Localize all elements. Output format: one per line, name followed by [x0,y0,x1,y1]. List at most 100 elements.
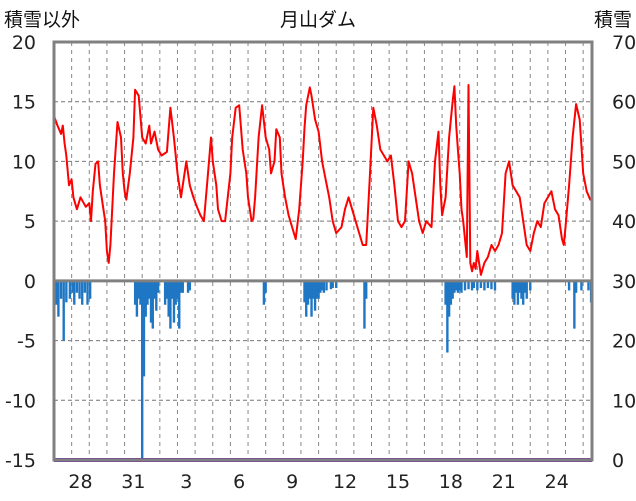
precip-bar [446,280,449,353]
precip-bar [520,280,523,299]
precip-bar [262,280,266,305]
precip-bar [59,280,63,299]
right-tick-label: 50 [612,151,636,173]
precip-bar [522,280,525,305]
precip-bar [476,280,479,291]
precip-bar [133,280,137,305]
precip-bar [444,280,447,305]
precip-bar [165,280,169,299]
precip-bar [153,280,156,299]
axes-layer [52,40,594,462]
precip-bar [529,280,532,291]
precip-bar [305,280,308,317]
precip-bar [146,280,149,305]
x-tick-label: 12 [333,471,357,493]
precip-bar [460,280,463,293]
precip-bar [514,280,518,293]
precip-bar [331,280,334,289]
precip-bar [169,280,172,329]
precip-bar [155,280,158,311]
precip-bar [317,280,320,299]
left-tick-label: -5 [17,331,36,353]
temperature-line [53,84,593,276]
precip-bar [449,280,453,305]
precip-bar [319,280,322,293]
precip-bar [142,280,146,377]
precip-bar [83,280,87,293]
precip-bar [472,280,476,289]
precip-bar [567,280,571,291]
precip-bar [167,280,170,317]
precip-bar [73,280,76,305]
x-tick-labels: 28 31 3 6 9 12 15 18 21 24 [68,471,568,493]
precip-bar [587,280,590,291]
precip-bar [325,280,328,291]
left-axis-label: 積雪以外 [4,9,80,31]
precip-bar [486,280,490,289]
precip-bar [75,280,79,293]
precip-bar [493,280,497,291]
precip-bar [55,280,58,305]
x-tick-label: 31 [121,471,145,493]
left-tick-label: -10 [5,390,36,412]
precip-bar [264,280,267,293]
x-tick-label: 9 [286,471,298,493]
precip-bar [456,280,460,293]
precip-bar [137,280,140,299]
precip-bar [174,280,177,305]
right-axis-label: 積雪 [594,9,632,31]
x-tick-label: 21 [492,471,516,493]
x-tick-label: 3 [180,471,192,493]
precip-bar [511,280,514,299]
left-tick-label: -15 [5,450,36,472]
right-tick-label: 20 [612,331,636,353]
precip-bar [573,280,576,329]
right-tick-label: 10 [612,390,636,412]
right-tick-label: 40 [612,211,636,233]
precip-bar [170,280,174,299]
precip-bar [62,280,65,341]
x-tick-label: 28 [68,471,92,493]
precip-bar [329,280,333,290]
precip-bar [178,280,181,329]
bar-series [55,280,593,460]
precip-bar [81,280,84,305]
precip-bar [310,280,313,317]
left-tick-label: 5 [24,211,36,233]
left-tick-label: 0 [24,271,36,293]
x-tick-label: 15 [386,471,410,493]
right-tick-label: 60 [612,92,636,114]
precip-bar [470,280,474,291]
plot-frame [52,40,594,462]
precip-bar [458,280,461,291]
precip-bar [176,280,179,299]
precip-bar [86,280,89,305]
precip-bar [181,280,184,293]
precip-bar [172,280,176,323]
precip-bar [179,280,183,293]
precip-bar [463,280,467,291]
precip-bar [71,280,74,293]
precip-bar [451,280,454,299]
x-tick-label: 6 [233,471,245,493]
precip-bar [513,280,516,305]
precip-bar [483,280,486,291]
x-tick-label: 18 [439,471,463,493]
precip-bar [313,280,317,311]
left-tick-label: 20 [12,32,36,54]
precip-bar [144,280,147,317]
precip-bar [156,280,160,293]
precip-bar [454,280,458,291]
precip-bar [518,280,521,293]
precip-bar [580,280,583,291]
precip-bar [447,280,451,317]
precip-bar [335,280,338,289]
left-tick-labels: 20 15 10 5 0 -5 -10 -15 [5,32,36,472]
precip-bar [188,280,192,291]
precip-bar [308,280,311,299]
precip-bar [306,280,310,305]
left-tick-label: 15 [12,92,36,114]
precip-bar [149,280,153,323]
precip-bar [139,280,142,305]
